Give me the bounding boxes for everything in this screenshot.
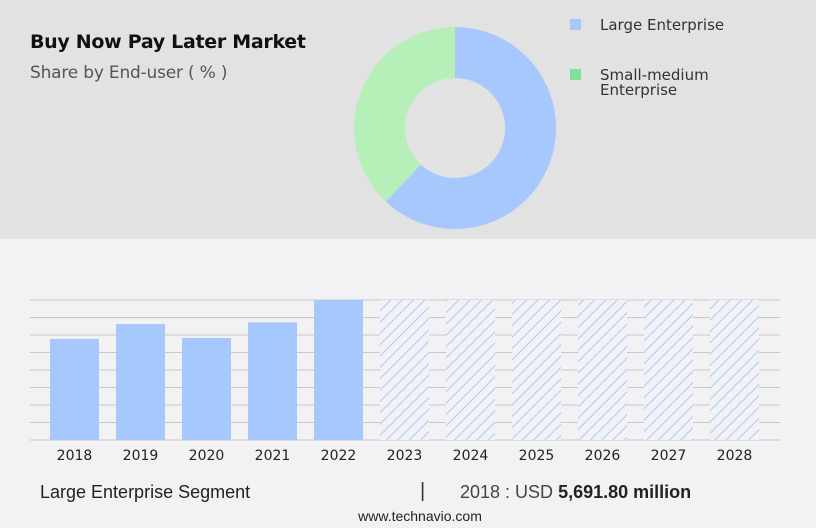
forecast-bar-2024 — [446, 300, 495, 440]
bar-2020 — [182, 338, 231, 440]
x-tick-label: 2028 — [717, 448, 753, 464]
segment-value: 2018 : USD 5,691.80 million — [460, 482, 692, 502]
x-tick-label: 2021 — [255, 448, 291, 464]
x-tick-label: 2026 — [585, 448, 621, 464]
forecast-bar-2023 — [380, 300, 429, 440]
bar-2019 — [116, 323, 165, 440]
chart-title: Buy Now Pay Later Market — [30, 31, 306, 53]
x-tick-label: 2025 — [519, 448, 555, 464]
x-tick-label: 2023 — [387, 448, 423, 464]
forecast-bar-2025 — [512, 300, 561, 440]
x-tick-label: 2027 — [651, 448, 687, 464]
bar-2018 — [50, 338, 99, 440]
forecast-bar-2027 — [644, 300, 693, 440]
chart-subtitle: Share by End-user ( % ) — [30, 63, 228, 83]
donut-slice-large-enterprise — [385, 27, 556, 229]
x-tick-label: 2020 — [189, 448, 225, 464]
donut-chart — [354, 27, 556, 229]
legend-label: Large Enterprise — [600, 16, 725, 34]
legend-swatch-icon — [570, 19, 581, 30]
x-tick-label: 2022 — [321, 448, 357, 464]
segment-label: Large Enterprise Segment — [40, 482, 251, 502]
source-url: www.technavio.com — [358, 508, 482, 524]
x-tick-label: 2024 — [453, 448, 489, 464]
separator: | — [420, 480, 426, 502]
legend-swatch-icon — [570, 69, 581, 80]
bar-2022 — [314, 300, 363, 440]
legend-label: Small-medium Enterprise — [600, 66, 709, 99]
donut-slice-small-medium-enterprise — [354, 27, 455, 202]
bar-2021 — [248, 322, 297, 440]
forecast-bar-2026 — [578, 300, 627, 440]
bar-chart: 2018 2019 2020 2021 2022 2023 2024 2025 2026 2027… — [30, 299, 780, 464]
x-tick-label: 2018 — [57, 448, 93, 464]
forecast-bar-2028 — [710, 300, 759, 440]
x-tick-label: 2019 — [123, 448, 159, 464]
